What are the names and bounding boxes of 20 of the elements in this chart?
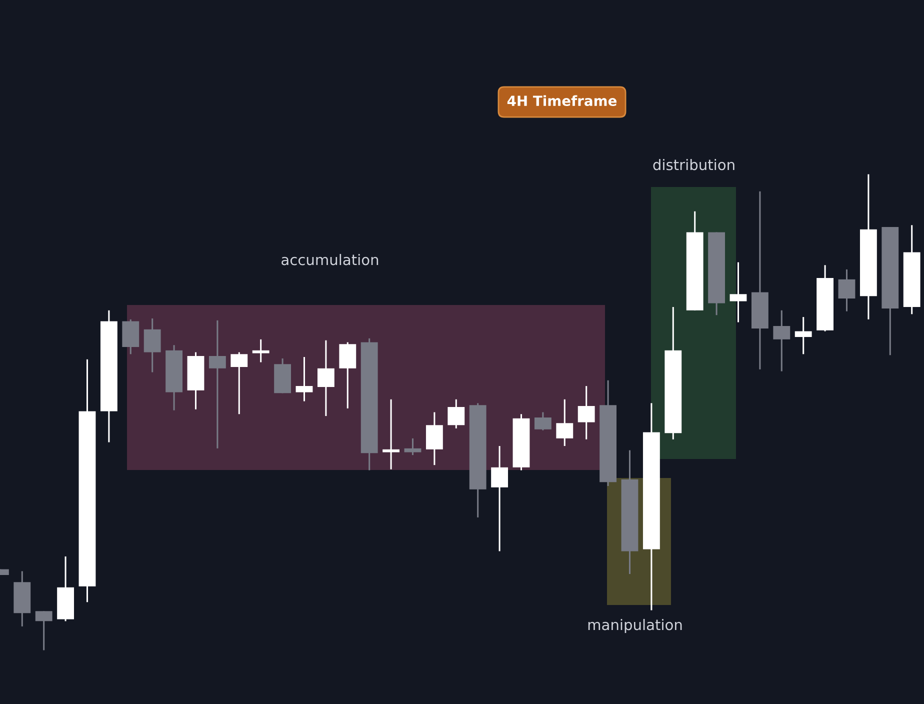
text: 4H Timeframe [507,95,617,106]
candlestick [208,320,226,450]
candlestick [448,398,465,430]
candlestick [556,398,574,447]
candlestick [794,316,812,355]
candlestick [35,610,52,651]
annotation: manipulation [588,618,682,634]
text: distribution [653,158,734,170]
candlestick [404,438,422,456]
annotation: accumulation [282,254,378,266]
candlestick [144,318,161,373]
candlestick [296,356,313,402]
candlestick [491,445,508,552]
candlestick [838,268,856,312]
candlestick [578,385,595,440]
candlestick [230,351,248,415]
candlestick [730,262,747,324]
candlestick [317,340,334,417]
candlestick [534,411,552,432]
candlestick [773,310,790,372]
